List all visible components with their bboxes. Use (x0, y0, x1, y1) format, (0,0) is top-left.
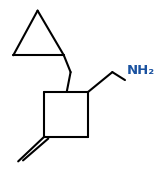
Text: NH₂: NH₂ (127, 64, 155, 77)
